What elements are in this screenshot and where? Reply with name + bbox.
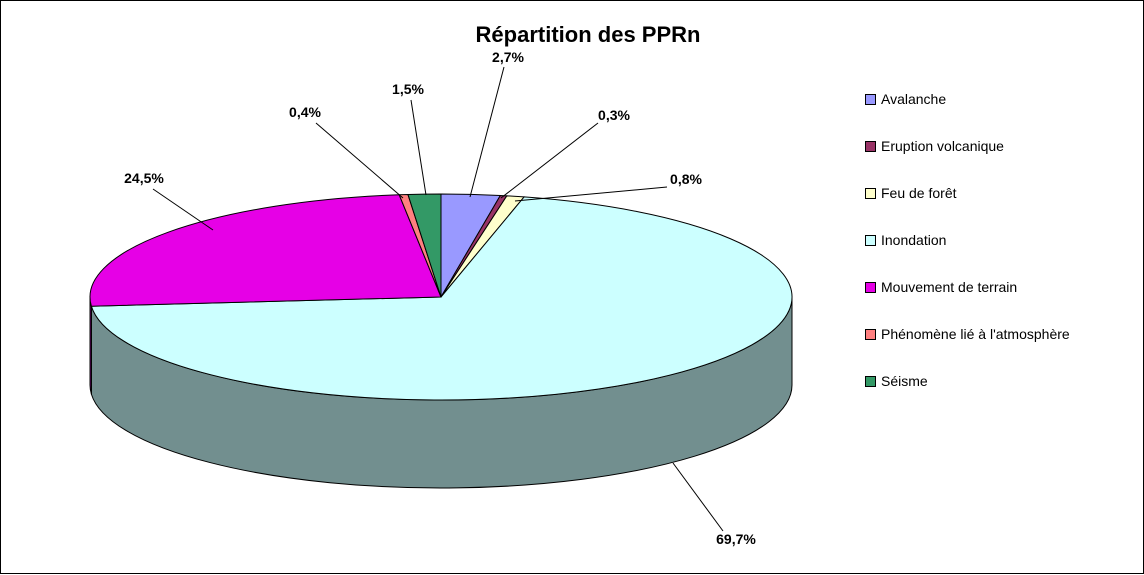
pie-slice-mouvement-de-terrain (89, 194, 442, 307)
leader-line-inondation (672, 462, 724, 532)
legend-label-phenomene-atmosphere: Phénomène lié à l'atmosphère (881, 326, 1070, 342)
data-label-avalanche: 2,7% (492, 49, 524, 65)
data-label-mouvement-de-terrain: 24,5% (124, 170, 164, 186)
legend-label-eruption-volcanique: Eruption volcanique (881, 138, 1004, 154)
data-label-phenomene-atmosphere: 0,4% (289, 104, 321, 120)
pie-slice-inondation (90, 196, 793, 401)
leader-line-eruption-volcanique (500, 122, 599, 199)
pie-3d (89, 193, 793, 489)
legend-label-feu-de-foret: Feu de forêt (881, 185, 957, 201)
leader-line-feu-de-foret (514, 186, 668, 202)
data-label-seisme: 1,5% (392, 81, 424, 97)
legend-swatch-seisme (865, 375, 876, 387)
legend-item-mouvement-de-terrain: Mouvement de terrain (865, 277, 1070, 297)
leader-line-seisme (410, 99, 427, 196)
legend-label-inondation: Inondation (881, 232, 947, 248)
leader-line-avalanche (469, 66, 505, 198)
legend-item-avalanche: Avalanche (865, 89, 1070, 109)
leader-line-mouvement-de-terrain (152, 188, 214, 231)
legend-label-seisme: Séisme (881, 373, 928, 389)
leader-line-phenomene-atmosphere (315, 122, 404, 199)
legend-swatch-feu-de-foret (865, 187, 876, 199)
chart-title: Répartition des PPRn (475, 22, 701, 47)
legend-swatch-mouvement-de-terrain (865, 281, 876, 293)
legend-swatch-inondation (865, 234, 876, 246)
legend-swatch-eruption-volcanique (865, 140, 876, 152)
chart-legend: Avalanche Eruption volcanique Feu de for… (865, 89, 1070, 418)
legend-item-eruption-volcanique: Eruption volcanique (865, 136, 1070, 156)
legend-item-phenomene-atmosphere: Phénomène lié à l'atmosphère (865, 324, 1070, 344)
legend-label-mouvement-de-terrain: Mouvement de terrain (881, 279, 1018, 295)
data-label-feu-de-foret: 0,8% (670, 171, 702, 187)
legend-item-seisme: Séisme (865, 371, 1070, 391)
legend-item-feu-de-foret: Feu de forêt (865, 183, 1070, 203)
data-label-eruption-volcanique: 0,3% (598, 107, 630, 123)
data-label-inondation: 69,7% (716, 531, 756, 547)
legend-item-inondation: Inondation (865, 230, 1070, 250)
pie-slice-seisme (407, 193, 442, 298)
legend-swatch-phenomene-atmosphere (865, 328, 876, 340)
legend-label-avalanche: Avalanche (881, 91, 947, 107)
legend-swatch-avalanche (865, 93, 876, 105)
pie-side-mouvement-de-terrain (89, 296, 92, 395)
leader-lines (152, 66, 724, 532)
